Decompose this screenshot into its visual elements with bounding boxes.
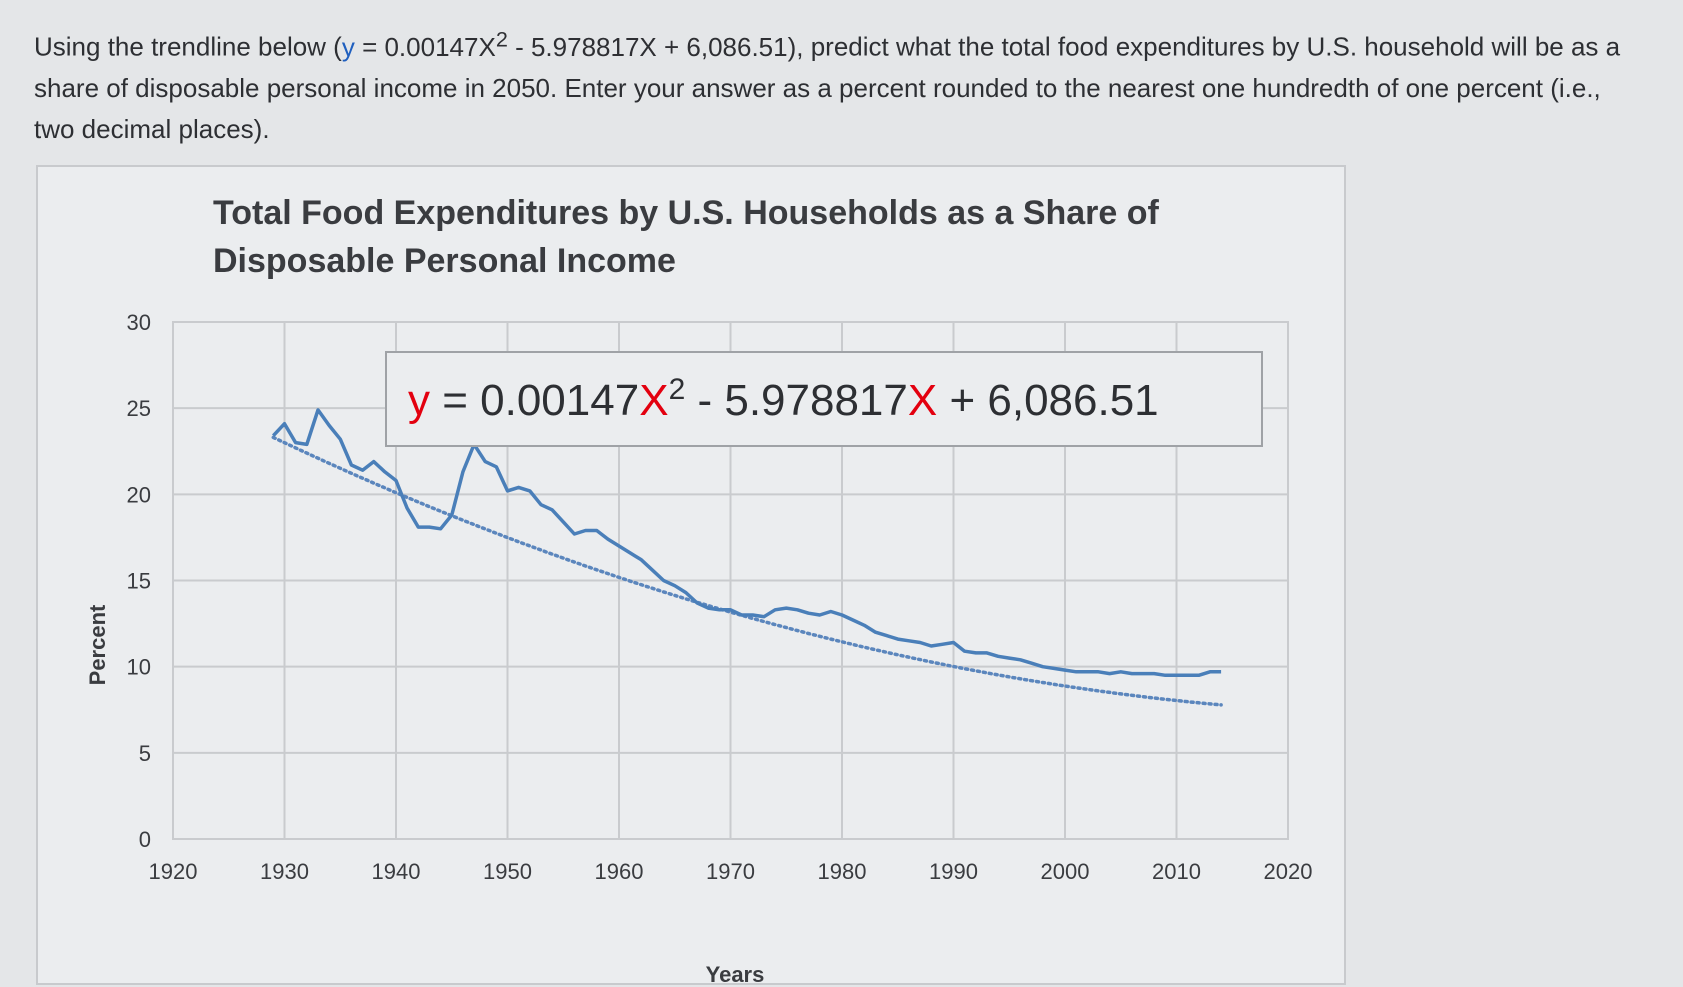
equation-mid: - 5.978817 [685, 376, 908, 425]
x-tick-label: 1920 [149, 859, 198, 884]
equation-x2: X [908, 376, 937, 425]
equation-box: y = 0.00147X2 - 5.978817X + 6,086.51 [386, 352, 1262, 446]
chart-title-line1: Total Food Expenditures by U.S. Househol… [213, 194, 1160, 232]
question-equation-mid1: = 0.00147 [355, 32, 479, 62]
x-tick-label: 1950 [483, 859, 532, 884]
equation-text: y = 0.00147X2 - 5.978817X + 6,086.51 [408, 373, 1159, 425]
question-equation-mid2: - 5.978817 [508, 32, 640, 62]
y-tick-label: 0 [139, 827, 151, 852]
y-tick-labels: 0 5 10 15 20 25 30 [127, 310, 151, 852]
chart-svg: Total Food Expenditures by U.S. Househol… [38, 167, 1348, 987]
question-equation-x2: X [639, 32, 656, 62]
equation-x1: X [639, 376, 668, 425]
equation-end: + 6,086.51 [937, 376, 1158, 425]
x-tick-label: 1980 [818, 859, 867, 884]
question-text: Using the trendline below (y = 0.00147X2… [34, 18, 1634, 150]
x-tick-label: 2000 [1041, 859, 1090, 884]
x-tick-label: 1930 [260, 859, 309, 884]
chart-title-line2: Disposable Personal Income [213, 242, 676, 280]
x-tick-label: 1940 [372, 859, 421, 884]
x-tick-label: 2010 [1152, 859, 1201, 884]
x-tick-label: 1990 [929, 859, 978, 884]
y-tick-label: 15 [127, 569, 151, 594]
equation-eq: = 0.00147 [430, 376, 639, 425]
question-equation-y: y [342, 32, 355, 62]
y-tick-label: 5 [139, 741, 151, 766]
question-equation: y = 0.00147X2 - 5.978817X + 6,086.51), [342, 32, 804, 62]
y-tick-label: 25 [127, 396, 151, 421]
y-tick-label: 20 [127, 482, 151, 507]
x-tick-labels: 1920 1930 1940 1950 1960 1970 1980 1990 2000 2010… [149, 859, 1313, 884]
x-tick-label: 2020 [1264, 859, 1313, 884]
equation-sup: 2 [669, 373, 686, 406]
y-tick-label: 30 [127, 310, 151, 335]
y-axis-label: Percent [85, 604, 110, 685]
chart-card: Total Food Expenditures by U.S. Househol… [36, 165, 1346, 985]
question-equation-x1: X [478, 32, 495, 62]
x-axis-label: Years [706, 962, 765, 987]
question-prefix: Using the trendline below ( [34, 32, 342, 62]
x-tick-label: 1970 [706, 859, 755, 884]
question-equation-sup: 2 [496, 26, 508, 51]
question-equation-end: + 6,086.51), [657, 32, 804, 62]
equation-y: y [408, 376, 430, 425]
y-tick-label: 10 [127, 655, 151, 680]
x-tick-label: 1960 [595, 859, 644, 884]
